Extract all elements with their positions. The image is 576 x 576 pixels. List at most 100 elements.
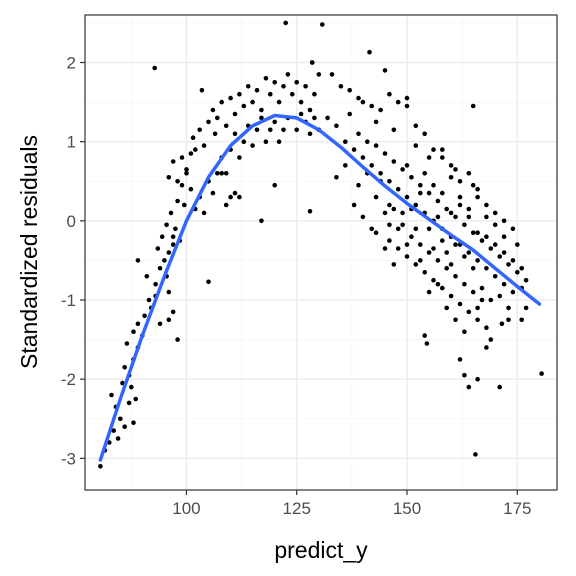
- data-point: [424, 341, 430, 346]
- data-point: [448, 210, 454, 216]
- y-tick-label: 1: [67, 133, 76, 152]
- y-tick-label: 2: [67, 54, 76, 73]
- data-point: [133, 396, 138, 402]
- data-point: [515, 270, 520, 275]
- data-point: [448, 163, 454, 168]
- data-point: [173, 226, 178, 232]
- data-point: [422, 270, 428, 275]
- data-point: [329, 72, 335, 77]
- data-point: [245, 84, 251, 89]
- data-point: [404, 103, 410, 109]
- data-point: [373, 119, 379, 125]
- data-point: [470, 182, 476, 188]
- data-point: [347, 87, 353, 93]
- data-point: [422, 333, 428, 338]
- data-point: [153, 281, 158, 287]
- data-point: [126, 400, 132, 406]
- data-point: [334, 123, 339, 129]
- data-point: [263, 139, 269, 144]
- data-point: [466, 309, 472, 315]
- data-point: [373, 194, 379, 200]
- data-point: [241, 139, 247, 144]
- data-point: [254, 87, 260, 93]
- data-point: [382, 68, 388, 73]
- data-point: [146, 297, 152, 303]
- data-point: [168, 210, 174, 216]
- data-point: [320, 22, 325, 27]
- data-point: [426, 226, 432, 232]
- data-point: [440, 155, 445, 160]
- data-point: [422, 131, 428, 137]
- data-point: [259, 107, 264, 113]
- data-point: [369, 103, 375, 109]
- data-point: [484, 266, 489, 271]
- data-point: [426, 289, 432, 295]
- data-point: [124, 341, 130, 346]
- data-point: [142, 313, 147, 319]
- data-point: [400, 167, 405, 172]
- data-point: [426, 155, 432, 160]
- data-point: [492, 210, 498, 216]
- data-point: [409, 234, 414, 239]
- data-point: [307, 209, 313, 214]
- data-point: [307, 131, 313, 137]
- data-point: [309, 60, 315, 65]
- data-point: [448, 175, 454, 180]
- data-point: [312, 115, 317, 121]
- data-point: [373, 230, 379, 235]
- data-point: [510, 226, 516, 232]
- data-point: [462, 372, 467, 378]
- data-point: [462, 222, 467, 228]
- data-point: [303, 84, 308, 89]
- data-point: [135, 321, 141, 327]
- data-point: [484, 345, 489, 350]
- data-point: [175, 179, 180, 184]
- x-axis-title: predict_y: [274, 537, 368, 563]
- data-point: [232, 190, 238, 196]
- panel-border: [84, 14, 558, 491]
- data-point: [391, 262, 397, 267]
- data-point: [395, 246, 401, 251]
- data-point: [479, 285, 485, 291]
- data-point: [118, 416, 123, 422]
- data-point: [497, 293, 503, 299]
- data-point: [453, 274, 458, 279]
- data-point: [155, 246, 161, 251]
- data-point: [188, 151, 194, 156]
- data-point: [479, 238, 485, 243]
- data-point: [501, 218, 507, 224]
- data-point: [115, 436, 121, 441]
- data-point: [426, 250, 432, 255]
- data-point: [237, 194, 242, 200]
- data-point: [418, 182, 423, 188]
- data-point: [431, 147, 436, 152]
- data-point: [351, 147, 357, 152]
- data-point: [418, 190, 423, 196]
- data-point: [501, 250, 507, 255]
- data-point: [135, 258, 141, 263]
- data-point: [159, 234, 165, 239]
- data-point: [391, 206, 397, 212]
- data-point: [369, 226, 375, 232]
- data-point: [290, 91, 295, 97]
- data-point: [199, 87, 205, 93]
- data-point: [506, 262, 511, 267]
- data-point: [440, 238, 445, 243]
- data-point: [462, 254, 467, 259]
- data-point: [387, 91, 392, 97]
- x-tick-label: 175: [503, 499, 531, 518]
- data-point: [343, 163, 348, 168]
- data-point: [356, 182, 361, 188]
- data-point: [470, 266, 476, 271]
- data-point: [131, 420, 136, 426]
- data-point: [228, 95, 233, 101]
- data-point: [395, 186, 401, 192]
- data-point: [466, 206, 472, 212]
- data-point: [391, 159, 397, 164]
- data-point: [378, 171, 383, 176]
- data-point: [109, 392, 114, 398]
- data-point: [170, 309, 176, 315]
- data-point: [356, 131, 361, 137]
- data-point: [492, 274, 498, 279]
- data-point: [510, 258, 516, 263]
